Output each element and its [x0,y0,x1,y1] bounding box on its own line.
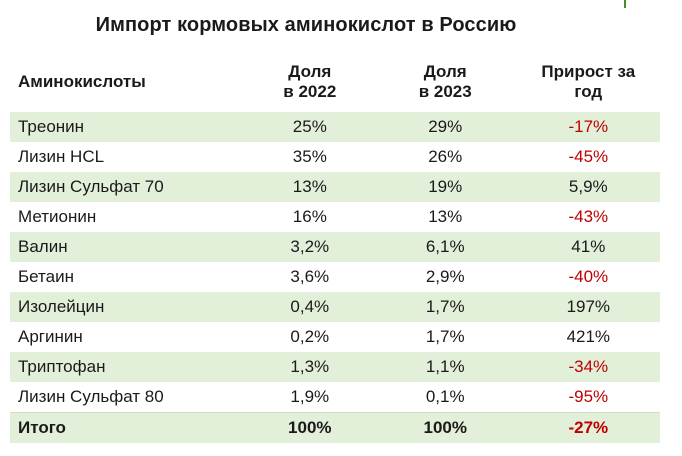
row-growth: 5,9% [516,172,660,202]
row-name: Лизин Сульфат 70 [10,172,246,202]
row-growth: 197% [516,292,660,322]
table-row: Лизин Сульфат 80 1,9% 0,1% -95% [10,382,660,413]
row-share-2023: 2,9% [425,267,465,286]
row-share-2023: 19% [373,172,517,202]
table-row: Бетаин 3,6% 2,9% -40% [10,262,660,292]
header-name: Аминокислоты [18,72,146,91]
row-growth: -17% [516,112,660,142]
row-share-2023: 1,1% [373,352,517,382]
row-share-2023: 1,7% [373,292,517,322]
row-share-2022: 25% [245,112,374,142]
table-row: Метионин 16% 13% -43% [10,202,660,232]
row-share-2022: 1,3% [245,352,374,382]
row-share-2022: 3,6% [290,267,330,286]
row-name: Триптофан [10,352,246,382]
row-name: Бетаин [18,267,74,286]
accent-rule [624,0,626,8]
row-share-2022: 1,9% [290,387,330,406]
row-share-2023: 29% [373,112,517,142]
header-growth-line2: год [574,82,603,101]
header-row: Аминокислоты Доля в 2022 Доля в 2023 При… [10,52,660,112]
row-name: Аргинин [18,327,83,346]
table-title: Импорт кормовых аминокислот в Россию [95,14,517,36]
row-name: Лизин HCL [18,147,105,166]
header-share-2023: Доля в 2023 [374,52,517,112]
table-row: Триптофан 1,3% 1,1% -34% [10,352,660,382]
row-growth: -45% [568,147,609,166]
total-share-2023: 100% [373,412,517,443]
amino-acid-import-table: Аминокислоты Доля в 2022 Доля в 2023 При… [10,52,660,443]
header-share-2022-line2: в 2022 [283,82,337,101]
row-growth: 41% [516,232,660,262]
row-growth: -34% [516,352,660,382]
table-row: Аргинин 0,2% 1,7% 421% [10,322,660,352]
header-share-2022: Доля в 2022 [246,52,374,112]
row-name: Метионин [18,207,97,226]
row-share-2022: 3,2% [245,232,374,262]
header-share-2023-line1: Доля [423,62,467,81]
row-share-2022: 16% [292,207,327,226]
header-growth-line1: Прирост за [541,62,636,81]
row-name: Изолейцин [10,292,246,322]
table-title-wrap: Импорт кормовых аминокислот в Россию [0,14,682,37]
row-share-2022: 35% [292,147,327,166]
row-growth: -40% [568,267,609,286]
row-share-2023: 1,7% [425,327,465,346]
row-share-2023: 6,1% [373,232,517,262]
row-growth: 421% [566,327,611,346]
row-growth: -43% [568,207,609,226]
table-row: Валин 3,2% 6,1% 41% [10,232,660,262]
table-row: Лизин HCL 35% 26% -45% [10,142,660,172]
table-row: Лизин Сульфат 70 13% 19% 5,9% [10,172,660,202]
row-name: Треонин [10,112,246,142]
row-share-2022: 13% [245,172,374,202]
row-name: Валин [10,232,246,262]
row-share-2023: 0,1% [425,387,465,406]
total-name: Итого [10,412,246,443]
table-row: Треонин 25% 29% -17% [10,112,660,142]
total-row: Итого 100% 100% -27% [10,412,660,443]
total-share-2022: 100% [245,412,374,443]
row-share-2023: 26% [428,147,463,166]
total-growth: -27% [516,412,660,443]
row-share-2022: 0,2% [290,327,330,346]
table-row: Изолейцин 0,4% 1,7% 197% [10,292,660,322]
row-growth: -95% [568,387,609,406]
header-share-2022-line1: Доля [288,62,332,81]
header-growth: Прирост за год [517,52,660,112]
header-share-2023-line2: в 2023 [418,82,472,101]
row-share-2022: 0,4% [245,292,374,322]
row-share-2023: 13% [428,207,463,226]
row-name: Лизин Сульфат 80 [18,387,164,406]
